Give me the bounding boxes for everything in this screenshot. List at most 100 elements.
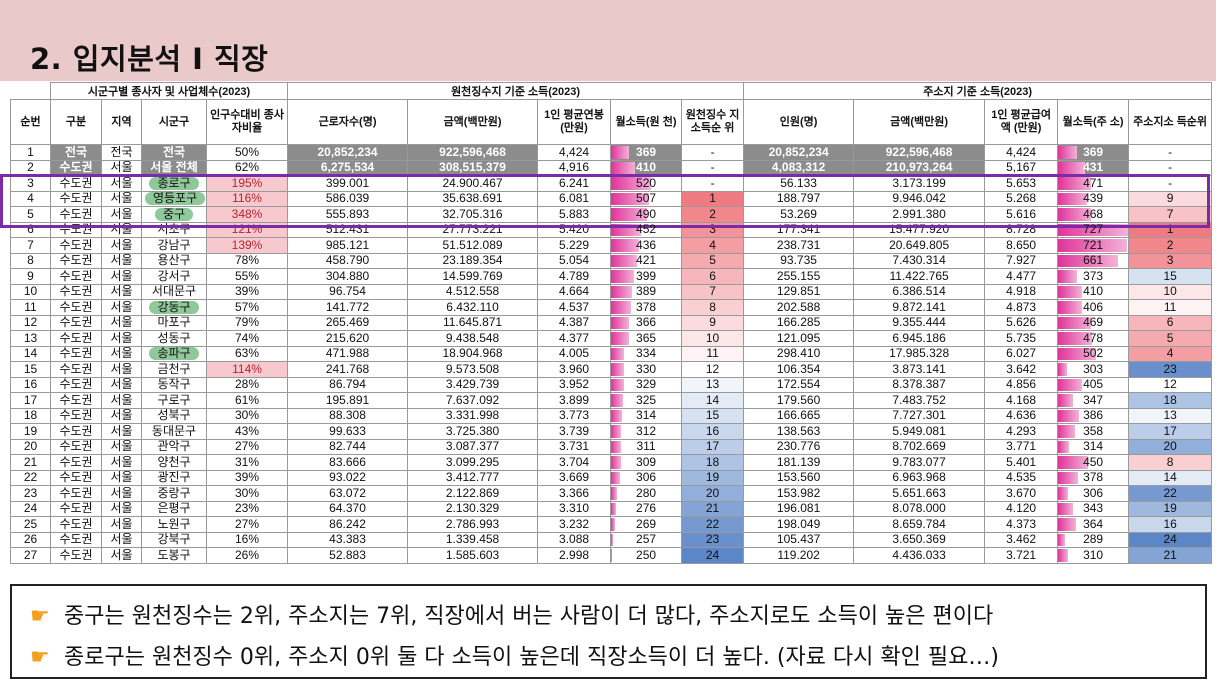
- cell-amount2: 6.386.514: [853, 283, 986, 300]
- cell-rank: 20: [681, 485, 745, 502]
- cell-rank: 13: [681, 376, 745, 393]
- cell-avg: 6.081: [537, 190, 612, 207]
- cell-region: 서울: [101, 252, 142, 269]
- cell-amount: 3.099.295: [407, 454, 539, 471]
- cell-no: 22: [10, 469, 51, 486]
- cell-monthly2: 347: [1057, 392, 1130, 409]
- cell-avg: 3.960: [537, 361, 612, 378]
- cell-amount2: 9.783.077: [853, 454, 986, 471]
- cell-gubun: 수도권: [50, 283, 102, 300]
- cell-no: 27: [10, 547, 51, 564]
- cell-monthly2: 310: [1057, 547, 1130, 564]
- cell-monthly2: 373: [1057, 268, 1130, 285]
- cell-region: 서울: [101, 206, 142, 223]
- income-table: 시군구별 종사자 및 사업체수(2023) 원천징수지 기준 소득(2023) …: [10, 82, 1213, 564]
- cell-rank: 17: [681, 438, 745, 455]
- cell-amount: 18.904.968: [407, 345, 539, 362]
- cell-people: 166.285: [743, 314, 855, 331]
- table-row: 3 수도권 서울 종로구 195% 399.001 24.900.467 6.241 520-5…: [10, 175, 1213, 192]
- cell-region: 서울: [101, 330, 142, 347]
- cell-ratio: 348%: [205, 206, 289, 223]
- cell-rank2: -: [1128, 159, 1213, 176]
- cell-monthly2: 469: [1057, 314, 1130, 331]
- cell-ratio: 114%: [205, 361, 289, 378]
- cell-avg2: 4.856: [984, 376, 1059, 393]
- cell-amount2: 9.355.444: [853, 314, 986, 331]
- cell-gubun: 수도권: [50, 252, 102, 269]
- cell-rank2: 20: [1128, 438, 1213, 455]
- col-header-avg2: 1인 평균급여액 (만원): [984, 99, 1059, 145]
- cell-value: 478: [1083, 330, 1104, 345]
- blank-header: [10, 82, 51, 100]
- cell-no: 21: [10, 454, 51, 471]
- cell-rank2: 10: [1128, 283, 1213, 300]
- cell-monthly: 276: [610, 500, 683, 517]
- cell-no: 10: [10, 283, 51, 300]
- cell-rank2: 14: [1128, 469, 1213, 486]
- cell-workers: 82.744: [287, 438, 409, 455]
- cell-rank2: 24: [1128, 531, 1213, 548]
- cell-avg: 4,424: [537, 144, 612, 161]
- cell-region: 서울: [101, 175, 142, 192]
- cell-value: 373: [1083, 268, 1104, 283]
- cell-people: 20,852,234: [743, 144, 855, 161]
- cell-avg2: 8.650: [984, 237, 1059, 254]
- cell-avg2: 3.462: [984, 531, 1059, 548]
- cell-region: 서울: [101, 345, 142, 362]
- cell-region: 서울: [101, 190, 142, 207]
- cell-value: 369: [1083, 144, 1104, 159]
- cell-value: 389: [636, 284, 657, 299]
- col-header-people: 인원(명): [743, 99, 855, 145]
- income-bar: [611, 456, 621, 469]
- cell-ratio: 16%: [205, 531, 289, 548]
- cell-people: 138.563: [743, 423, 855, 440]
- cell-value: 399: [636, 268, 657, 283]
- income-bar: [611, 471, 621, 484]
- cell-workers: 195.891: [287, 392, 409, 409]
- cell-avg2: 3.771: [984, 438, 1059, 455]
- cell-avg2: 4.168: [984, 392, 1059, 409]
- cell-no: 16: [10, 376, 51, 393]
- cell-sigungu: 강남구: [141, 237, 207, 254]
- cell-gubun: 수도권: [50, 423, 102, 440]
- cell-value: 661: [1083, 253, 1104, 268]
- cell-value: 364: [1083, 516, 1104, 531]
- cell-people: 121.095: [743, 330, 855, 347]
- income-bar: [611, 146, 630, 159]
- cell-workers: 471.988: [287, 345, 409, 362]
- cell-amount: 32.705.316: [407, 206, 539, 223]
- cell-gubun: 수도권: [50, 376, 102, 393]
- cell-no: 26: [10, 531, 51, 548]
- cell-sigungu: 관악구: [141, 438, 207, 455]
- income-bar: [611, 316, 630, 329]
- cell-value: 410: [1083, 284, 1104, 299]
- cell-amount2: 11.422.765: [853, 268, 986, 285]
- cell-value: 406: [1083, 299, 1104, 314]
- income-bar: [1058, 549, 1069, 562]
- income-bar: [1058, 177, 1092, 190]
- cell-rank2: 4: [1128, 345, 1213, 362]
- cell-amount: 308,515,379: [407, 159, 539, 176]
- cell-avg2: 8.728: [984, 221, 1059, 238]
- cell-monthly2: 727: [1057, 221, 1130, 238]
- cell-rank: 15: [681, 407, 745, 424]
- col-header-rank2: 주소지소 득순위: [1128, 99, 1213, 145]
- table-row: 13 수도권 서울 성동구 74% 215.620 9.438.548 4.377 365 10 1…: [10, 330, 1213, 347]
- cell-amount2: 8.702.669: [853, 438, 986, 455]
- cell-monthly: 329: [610, 376, 683, 393]
- cell-no: 20: [10, 438, 51, 455]
- income-bar: [611, 487, 617, 500]
- cell-sigungu: 금천구: [141, 361, 207, 378]
- cell-value: 378: [636, 299, 657, 314]
- cell-avg: 3.310: [537, 500, 612, 517]
- cell-avg2: 7.927: [984, 252, 1059, 269]
- income-bar: [1058, 270, 1078, 283]
- cell-sigungu: 광진구: [141, 469, 207, 486]
- cell-amount2: 7.727.301: [853, 407, 986, 424]
- cell-value: 280: [636, 485, 657, 500]
- cell-no: 6: [10, 221, 51, 238]
- income-bar: [611, 549, 613, 562]
- cell-monthly: 334: [610, 345, 683, 362]
- cell-gubun: 수도권: [50, 407, 102, 424]
- cell-rank2: 9: [1128, 190, 1213, 207]
